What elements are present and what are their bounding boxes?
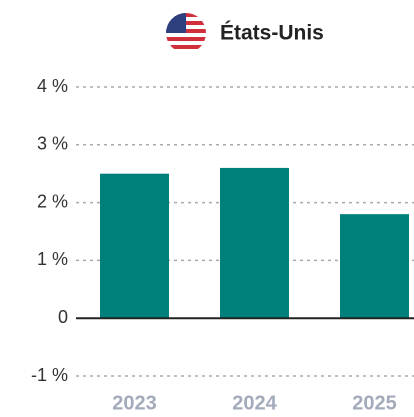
bar [100,173,169,319]
bar [340,214,409,319]
x-tick-label: 2025 [352,392,397,414]
y-tick-label: -1 % [31,365,68,385]
chart-title: États-Unis [220,22,324,45]
x-tick-label: 2023 [112,392,157,414]
y-tick-label: 2 % [37,191,68,211]
x-tick-label: 2024 [232,392,277,414]
y-tick-label: 0 [58,307,68,327]
y-tick-label: 4 % [37,76,68,96]
bar [220,167,289,319]
us-flag [166,13,206,53]
y-tick-label: 3 % [37,134,68,154]
y-tick-label: 1 % [37,249,68,269]
